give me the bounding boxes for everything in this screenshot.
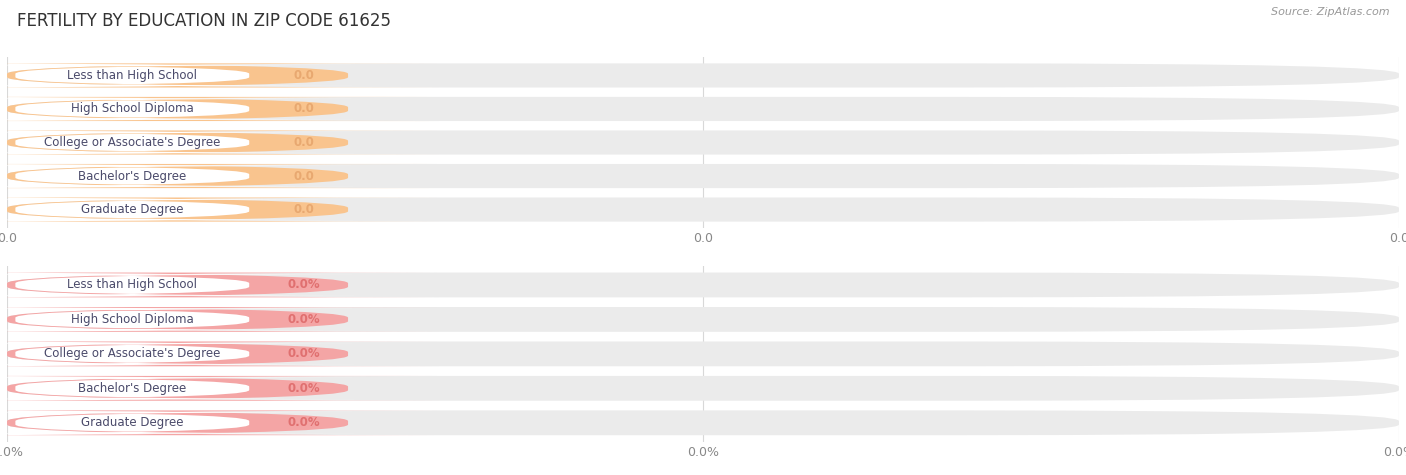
Text: 0.0: 0.0 (294, 136, 315, 149)
Text: High School Diploma: High School Diploma (70, 103, 194, 115)
Text: 0.0%: 0.0% (288, 347, 321, 361)
Text: Less than High School: Less than High School (67, 278, 197, 292)
FancyBboxPatch shape (0, 273, 439, 297)
Text: Source: ZipAtlas.com: Source: ZipAtlas.com (1271, 7, 1389, 17)
FancyBboxPatch shape (0, 97, 439, 121)
Text: 0.0%: 0.0% (288, 278, 321, 292)
FancyBboxPatch shape (7, 63, 1399, 87)
FancyBboxPatch shape (0, 343, 382, 365)
Text: College or Associate's Degree: College or Associate's Degree (44, 347, 221, 361)
Text: FERTILITY BY EDUCATION IN ZIP CODE 61625: FERTILITY BY EDUCATION IN ZIP CODE 61625 (17, 12, 391, 30)
Text: 0.0%: 0.0% (288, 382, 321, 395)
FancyBboxPatch shape (0, 131, 439, 154)
FancyBboxPatch shape (0, 63, 439, 87)
FancyBboxPatch shape (0, 165, 382, 187)
FancyBboxPatch shape (7, 410, 1399, 435)
Text: Less than High School: Less than High School (67, 69, 197, 82)
FancyBboxPatch shape (0, 378, 382, 399)
FancyBboxPatch shape (0, 342, 439, 366)
FancyBboxPatch shape (7, 376, 1399, 401)
FancyBboxPatch shape (0, 65, 382, 86)
FancyBboxPatch shape (7, 131, 1399, 154)
Text: 0.0: 0.0 (294, 69, 315, 82)
FancyBboxPatch shape (7, 164, 1399, 188)
FancyBboxPatch shape (0, 307, 439, 332)
FancyBboxPatch shape (0, 199, 382, 220)
FancyBboxPatch shape (0, 198, 439, 222)
Text: 0.0: 0.0 (294, 103, 315, 115)
Text: 0.0%: 0.0% (288, 416, 321, 429)
FancyBboxPatch shape (0, 376, 439, 401)
FancyBboxPatch shape (7, 273, 1399, 297)
FancyBboxPatch shape (0, 98, 382, 120)
Text: Bachelor's Degree: Bachelor's Degree (79, 382, 187, 395)
Text: Bachelor's Degree: Bachelor's Degree (79, 170, 187, 182)
FancyBboxPatch shape (0, 309, 382, 330)
Text: 0.0: 0.0 (294, 170, 315, 182)
FancyBboxPatch shape (7, 342, 1399, 366)
Text: 0.0%: 0.0% (288, 313, 321, 326)
Text: High School Diploma: High School Diploma (70, 313, 194, 326)
Text: College or Associate's Degree: College or Associate's Degree (44, 136, 221, 149)
FancyBboxPatch shape (0, 410, 439, 435)
FancyBboxPatch shape (0, 164, 439, 188)
FancyBboxPatch shape (0, 412, 382, 434)
FancyBboxPatch shape (0, 274, 382, 296)
Text: Graduate Degree: Graduate Degree (82, 203, 184, 216)
Text: 0.0: 0.0 (294, 203, 315, 216)
FancyBboxPatch shape (7, 307, 1399, 332)
FancyBboxPatch shape (0, 132, 382, 153)
FancyBboxPatch shape (7, 97, 1399, 121)
FancyBboxPatch shape (7, 198, 1399, 222)
Text: Graduate Degree: Graduate Degree (82, 416, 184, 429)
